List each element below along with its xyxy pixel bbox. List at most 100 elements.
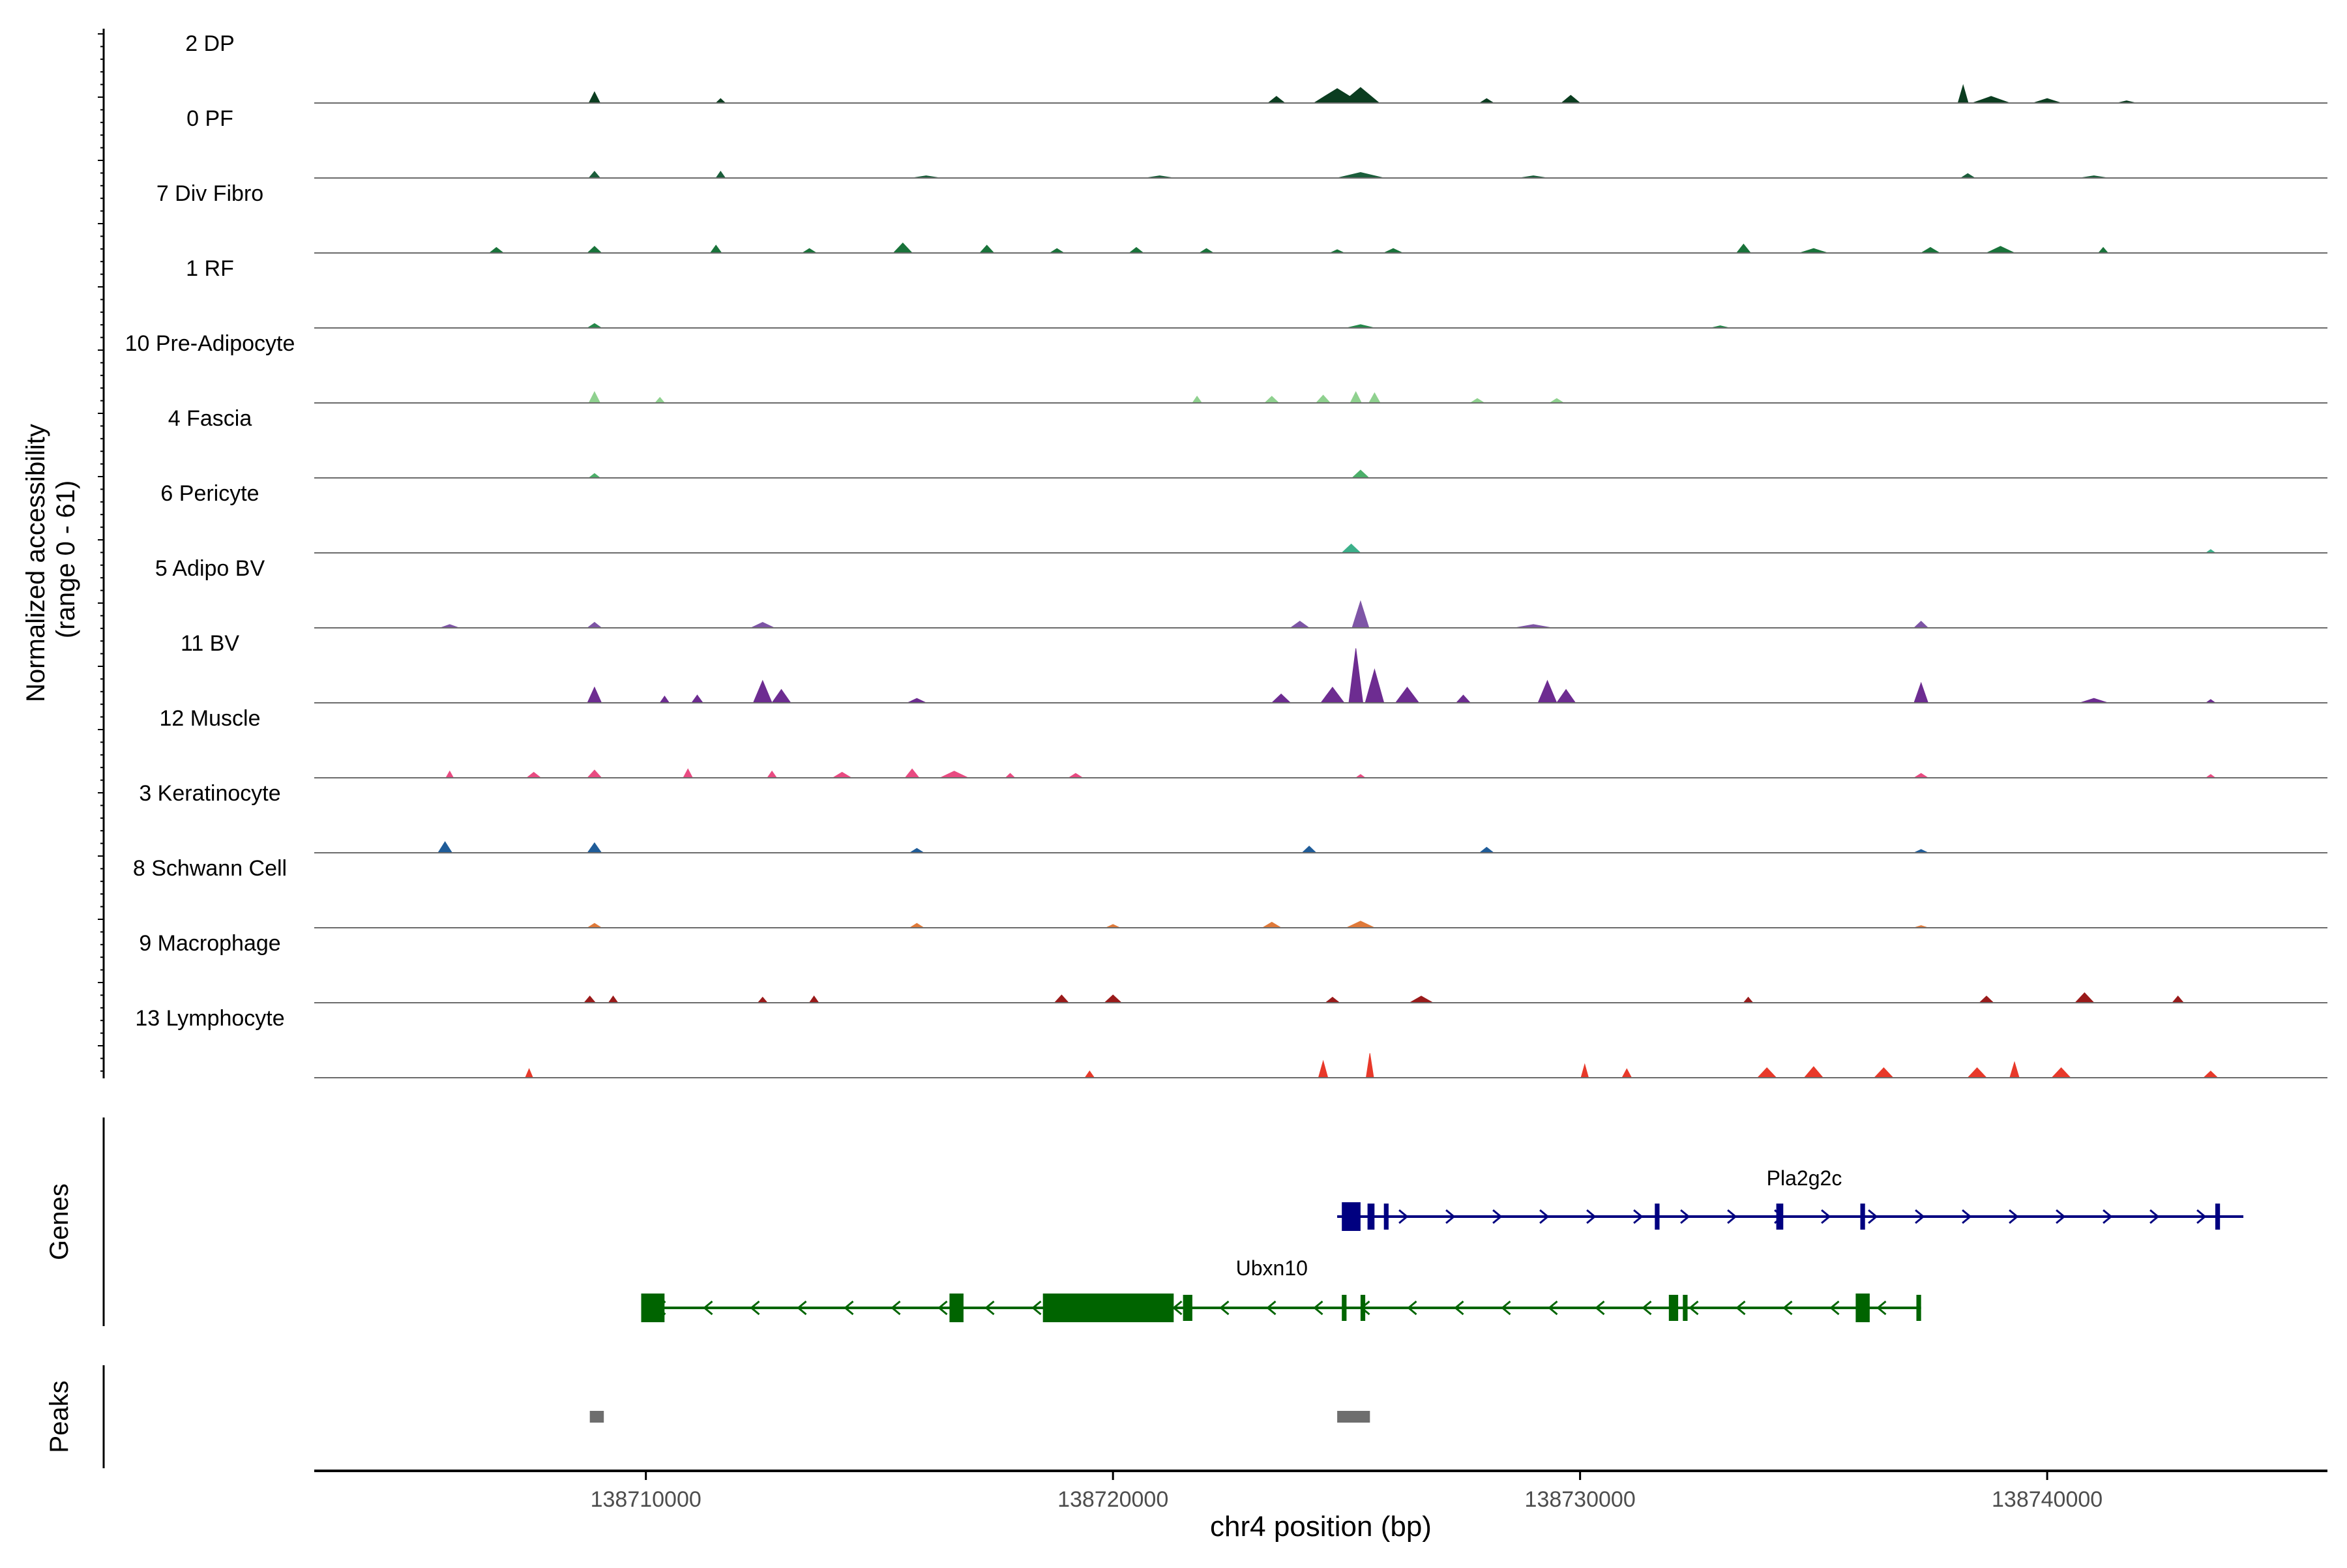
coverage-peak (2202, 1071, 2219, 1078)
strand-chevron (1821, 1209, 1831, 1224)
coverage-peak (1560, 95, 1581, 104)
coverage-peak (586, 769, 602, 778)
coverage-peak (437, 841, 453, 853)
gene-name-label: Ubxn10 (1236, 1256, 1308, 1280)
coverage-peak (1556, 688, 1576, 703)
track-1: 2 DP (185, 31, 2327, 104)
strand-chevron (1539, 1209, 1550, 1224)
coverage-peak (1005, 773, 1016, 778)
peak-region (589, 1411, 604, 1423)
gene-exon (1360, 1295, 1366, 1321)
gene-exon (1683, 1295, 1688, 1321)
coverage-peak (1048, 248, 1065, 254)
strand-chevron (891, 1300, 901, 1316)
coverage-peak (1972, 96, 2010, 104)
strand-chevron (1868, 1209, 1878, 1224)
coverage-peak (808, 995, 819, 1003)
track-9: 11 BV (181, 631, 2327, 703)
coverage-peak (2097, 246, 2109, 254)
strand-chevron (1633, 1209, 1644, 1224)
coverage-peak (1913, 621, 1929, 629)
gene-exon (1776, 1204, 1784, 1230)
x-axis-ticks: 138710000 138720000 138730000 138740000 (591, 1471, 2103, 1512)
gene-exon (949, 1294, 964, 1322)
track-8: 5 Adipo BV (155, 556, 2327, 629)
gene-exon (1855, 1294, 1870, 1322)
strand-chevron (1642, 1300, 1652, 1316)
coverage-peak (1479, 846, 1495, 853)
gene-exon (1342, 1295, 1347, 1321)
strand-chevron (1586, 1209, 1597, 1224)
coverage-peak (588, 91, 601, 104)
track-label: 6 Pericyte (160, 481, 259, 506)
track-3: 7 Div Fibro (156, 181, 2327, 254)
strand-chevron (1595, 1300, 1605, 1316)
coverage-peak (690, 694, 704, 703)
coverage-peak (488, 246, 505, 254)
coverage-peak (1271, 693, 1292, 703)
coverage-peak (715, 98, 726, 104)
coverage-peak (1084, 1070, 1095, 1078)
coverage-peak (588, 391, 601, 404)
coverage-peak (1873, 1067, 1894, 1078)
coverage-peak (654, 396, 666, 404)
coverage-peak (586, 923, 603, 928)
coverage-peak (979, 244, 995, 254)
track-10: 12 Muscle (160, 706, 2327, 778)
coverage-peak (1743, 996, 1754, 1003)
coverage-peak (2009, 1061, 2020, 1078)
track-label: 0 PF (186, 106, 233, 131)
track-13: 9 Macrophage (139, 931, 2327, 1003)
track-label: 10 Pre-Adipocyte (125, 331, 295, 356)
coverage-peak (771, 688, 791, 703)
coverage-peak (1128, 246, 1145, 254)
coverage-peak (587, 842, 602, 853)
coverage-peak (1267, 96, 1286, 104)
strand-chevron (1727, 1209, 1737, 1224)
coverage-peak (908, 923, 925, 928)
coverage-y-axis-label: Normalized accessibility (range 0 - 61) (22, 417, 80, 702)
coverage-peak (1340, 543, 1362, 554)
coverage-peak (1959, 173, 1976, 179)
track-2: 0 PF (186, 106, 2327, 179)
coverage-y-label-line2: (range 0 - 61) (52, 481, 80, 638)
gene-exon (1383, 1204, 1389, 1230)
coverage-peak (1978, 996, 1994, 1003)
coverage-peak (801, 248, 818, 254)
coverage-peak (1289, 621, 1310, 629)
coverage-peak (445, 770, 454, 778)
gene-pla2g2c: Pla2g2c (1337, 1166, 2244, 1231)
strand-chevron (1876, 1300, 1887, 1316)
coverage-peak (583, 996, 597, 1003)
gene-exon (1183, 1295, 1192, 1321)
coverage-peak (831, 771, 853, 778)
track-label: 1 RF (186, 256, 234, 281)
peak-region (1337, 1411, 1370, 1423)
coverage-peak (2172, 996, 2185, 1003)
strand-chevron (1829, 1300, 1840, 1316)
coverage-peak (1408, 996, 1434, 1003)
strand-chevron (1266, 1300, 1277, 1316)
coverage-peak (587, 686, 602, 703)
gene-name-label: Pla2g2c (1767, 1166, 1842, 1190)
strand-chevron (1782, 1300, 1793, 1316)
gene-exon (1860, 1204, 1865, 1230)
peaks-y-axis-label: Peaks (45, 1380, 74, 1453)
coverage-peak (1580, 1063, 1589, 1078)
strand-chevron (1407, 1300, 1417, 1316)
strand-chevron (1680, 1209, 1690, 1224)
strand-chevron (1172, 1300, 1183, 1316)
strand-chevron (1501, 1300, 1511, 1316)
gene-exon (1342, 1202, 1361, 1231)
coverage-peak (586, 621, 603, 629)
strand-chevron (797, 1300, 807, 1316)
coverage-peak (2033, 98, 2061, 104)
coverage-peak (1368, 392, 1381, 404)
coverage-peak (1104, 994, 1123, 1003)
track-14: 13 Lymphocyte (135, 1006, 2327, 1078)
coverage-peak (1054, 994, 1070, 1003)
coverage-peak (1320, 687, 1345, 703)
coverage-peak (1756, 1067, 1777, 1078)
coverage-peak (1548, 398, 1565, 404)
